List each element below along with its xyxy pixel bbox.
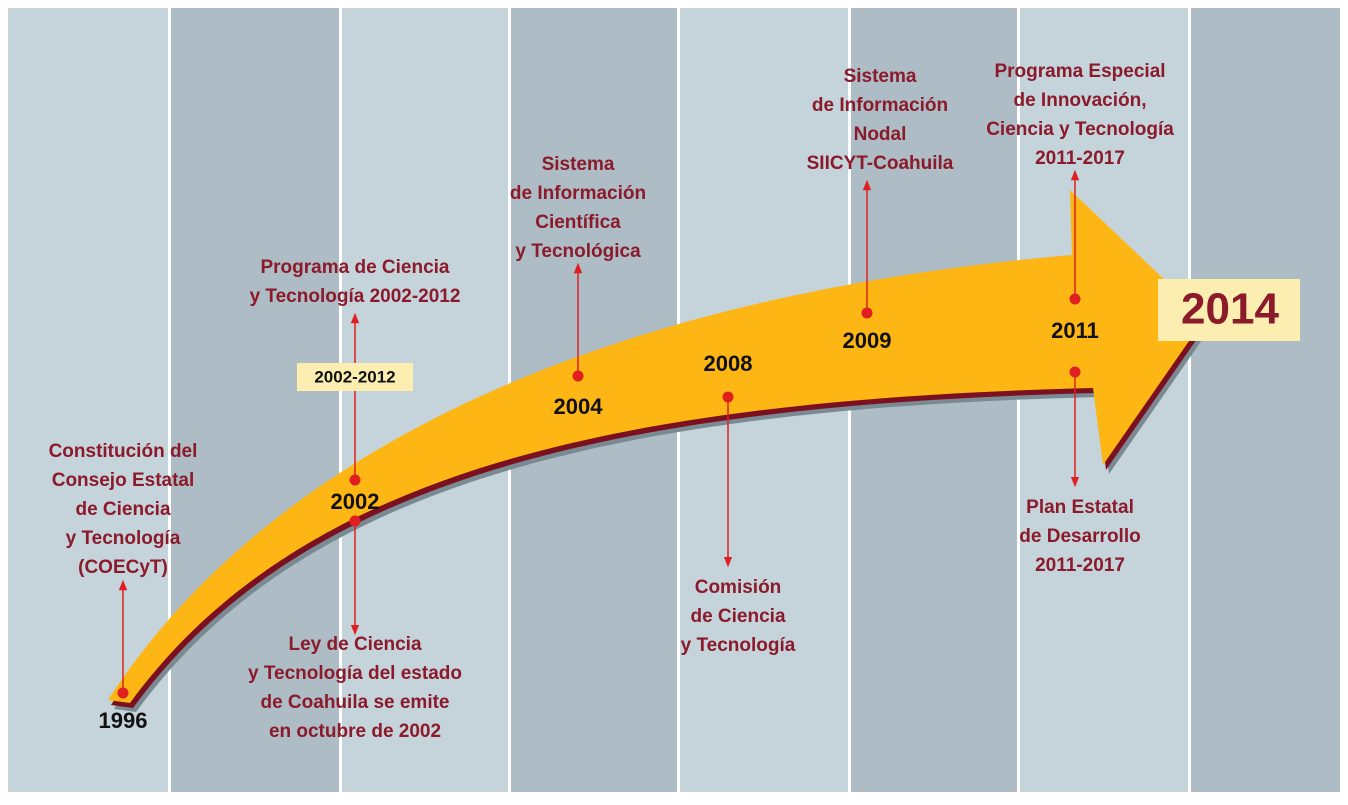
- event-text: Plan Estatal: [1026, 497, 1134, 518]
- dot: [349, 474, 361, 486]
- event-text: de Innovación,: [1013, 90, 1146, 111]
- event-text: Programa de Ciencia: [260, 257, 449, 278]
- year: 2011: [1051, 318, 1099, 343]
- event-text: de Información: [510, 183, 646, 204]
- dot: [572, 370, 584, 382]
- event-text: Ciencia y Tecnología: [986, 119, 1174, 140]
- event-text: Científica: [535, 212, 621, 233]
- end-year: 2014: [1181, 285, 1279, 334]
- event-text: y Tecnología: [681, 635, 796, 656]
- event-text: (COECyT): [78, 557, 168, 578]
- event-text: Sistema: [542, 154, 615, 175]
- dot: [349, 515, 361, 527]
- event-text: y Tecnología 2002-2012: [250, 286, 461, 307]
- end-badge: 2014: [1158, 279, 1300, 341]
- dot: [861, 307, 873, 319]
- year: 2009: [843, 328, 892, 353]
- event-text: Comisión: [695, 577, 782, 598]
- event-text: de Desarrollo: [1019, 526, 1140, 547]
- year: 1996: [99, 708, 148, 733]
- event-text: Ley de Ciencia: [288, 634, 421, 655]
- event-text: Programa Especial: [994, 61, 1165, 82]
- event-text: 2011-2017: [1035, 148, 1125, 169]
- event-text: y Tecnología del estado: [248, 663, 462, 684]
- event-text: SIICYT-Coahuila: [807, 153, 954, 174]
- badge: [297, 363, 413, 391]
- event-text: Constitución del: [49, 441, 198, 462]
- event-text: de Ciencia: [690, 606, 785, 627]
- event-text: de Ciencia: [75, 499, 170, 520]
- dot: [117, 687, 129, 699]
- event-text: de Información: [812, 95, 948, 116]
- badge-text: 2002-2012: [314, 367, 395, 386]
- event-text: y Tecnológica: [515, 241, 641, 262]
- event-text: y Tecnología: [66, 528, 181, 549]
- year: 2004: [554, 394, 604, 419]
- event-text: Nodal: [854, 124, 907, 145]
- dot: [722, 391, 734, 403]
- event-text: 2011-2017: [1035, 555, 1125, 576]
- dot: [1069, 366, 1081, 378]
- year: 2002: [331, 489, 380, 514]
- event-text: Consejo Estatal: [52, 470, 195, 491]
- dot: [1069, 293, 1081, 305]
- year: 2008: [704, 351, 753, 376]
- arrow: [108, 190, 1211, 712]
- event-text: de Coahuila se emite: [260, 692, 449, 713]
- event-text: en octubre de 2002: [269, 721, 441, 742]
- event-text: Sistema: [844, 66, 917, 87]
